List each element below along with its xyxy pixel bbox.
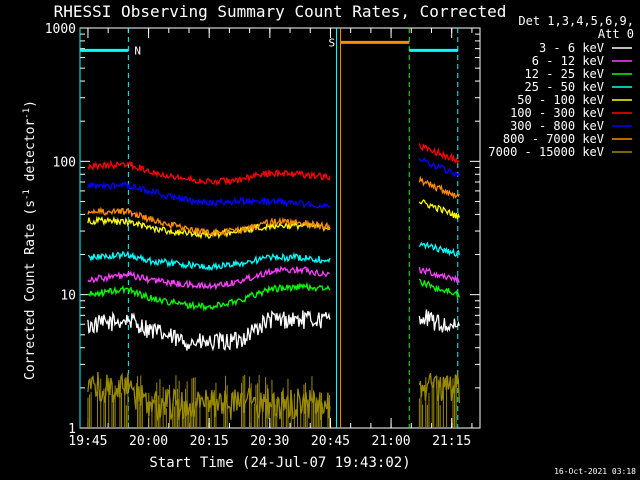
chart-title: RHESSI Observing Summary Count Rates, Co… — [54, 2, 507, 21]
series-line — [87, 310, 331, 352]
legend-label: 25 - 50 keV — [525, 80, 604, 94]
legend-label: 3 - 6 keV — [539, 41, 604, 55]
series-line — [87, 206, 331, 238]
series-line — [87, 371, 331, 423]
timestamp: 16-Oct-2021 03:18 — [554, 467, 636, 476]
legend-label: 50 - 100 keV — [517, 93, 604, 107]
svg-text:Corrected Count Rate (s-1 dete: Corrected Count Rate (s-1 detector-1) — [22, 100, 38, 380]
flag-label-n: N — [134, 44, 141, 57]
y-tick-label: 1000 — [45, 22, 76, 37]
series-line — [87, 281, 331, 312]
x-axis-label: Start Time (24-Jul-07 19:43:02) — [149, 455, 410, 471]
legend-label: 300 - 800 keV — [510, 119, 604, 133]
y-axis-label: Corrected Count Rate (s-1 detector-1) — [22, 100, 38, 380]
legend-label: 12 - 25 keV — [525, 67, 604, 81]
series-line — [87, 159, 331, 187]
series-line — [418, 199, 461, 220]
series-line — [418, 266, 460, 284]
legend-label: 800 - 7000 keV — [503, 132, 604, 146]
legend-label: 6 - 12 keV — [532, 54, 604, 68]
series-line — [87, 250, 331, 272]
legend-header-1: Det 1,3,4,5,6,9, — [518, 14, 634, 28]
legend-label: 100 - 300 keV — [510, 106, 604, 120]
x-tick-label: 20:45 — [311, 434, 350, 449]
series-line — [418, 157, 460, 178]
y-axis-label-mid: detector — [23, 119, 38, 190]
series-line — [418, 175, 460, 200]
series-line — [418, 309, 461, 333]
flag-label-s: S — [329, 36, 336, 49]
y-axis-label-main: Corrected Count Rate (s — [23, 200, 38, 380]
legend-header-2: Att 0 — [598, 27, 634, 41]
x-tick-label: 20:15 — [190, 434, 229, 449]
y-axis-label-sup1: -1 — [22, 189, 32, 200]
series-line — [87, 265, 330, 291]
series-line — [87, 215, 331, 240]
y-axis-label-end: ) — [23, 100, 38, 108]
y-axis-label-sup2: -1 — [22, 108, 32, 119]
legend-label: 7000 - 15000 keV — [488, 145, 604, 159]
x-tick-label: 20:00 — [129, 434, 168, 449]
y-tick-label: 1 — [68, 422, 76, 437]
series-line — [418, 278, 461, 300]
plot-frame — [79, 27, 481, 429]
x-tick-label: 21:15 — [432, 434, 471, 449]
series-line — [418, 143, 460, 164]
series-line — [418, 241, 461, 257]
x-tick-label: 20:30 — [250, 434, 289, 449]
y-tick-label: 100 — [53, 155, 76, 170]
series-line — [87, 180, 331, 209]
x-tick-label: 21:00 — [372, 434, 411, 449]
x-tick-label: 19:45 — [68, 434, 107, 449]
y-tick-label: 10 — [60, 289, 76, 304]
